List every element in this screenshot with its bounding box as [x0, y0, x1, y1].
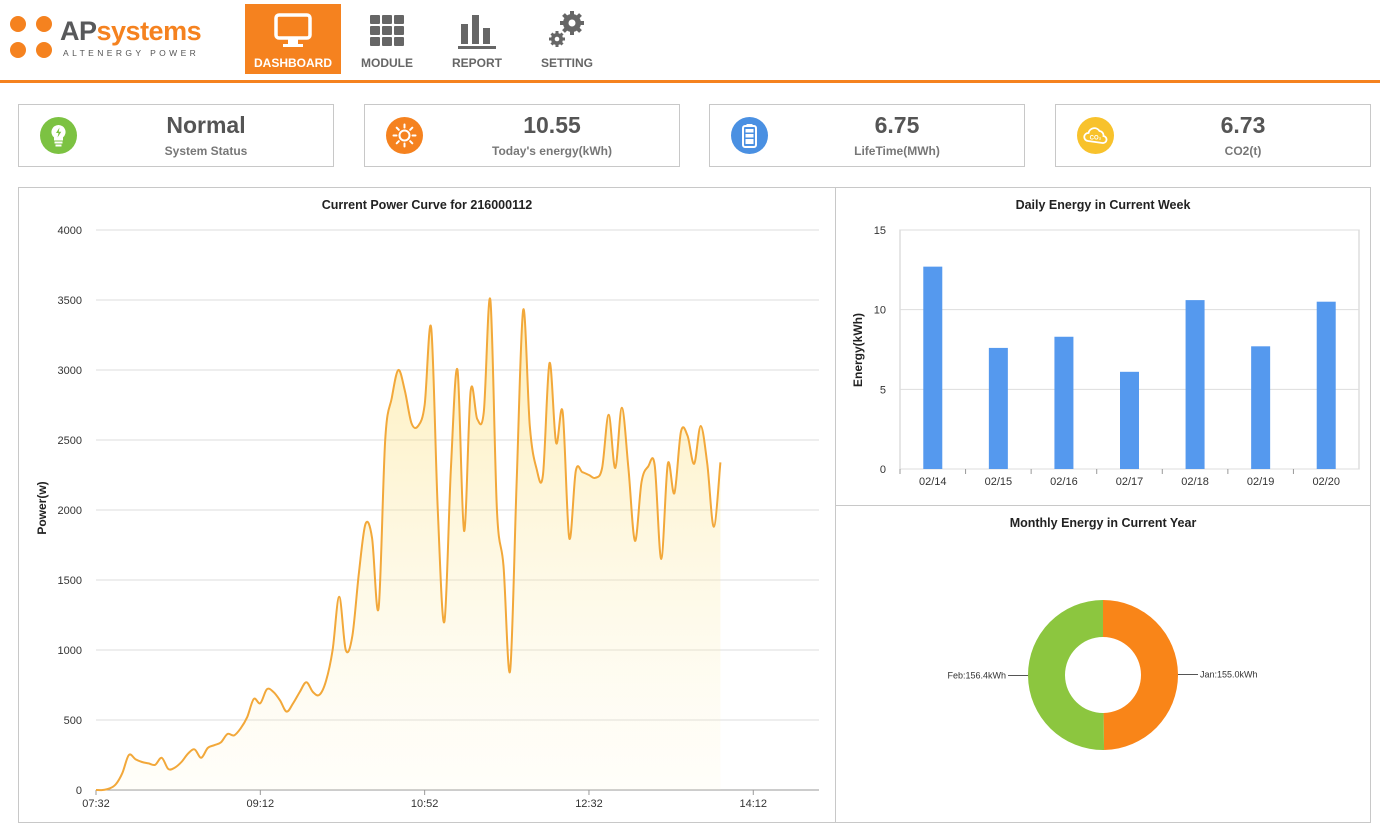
- x-tick-label: 09:12: [247, 798, 275, 810]
- lightbulb-icon: [40, 117, 77, 154]
- energy-bar[interactable]: [923, 266, 943, 469]
- power-series-line: [95, 297, 722, 792]
- nav-report[interactable]: REPORT: [429, 4, 525, 74]
- y-tick-label: 1000: [58, 645, 82, 657]
- monthly-energy-chart[interactable]: Jan:155.0kWh Feb:156.4kWh: [836, 506, 1370, 822]
- x-tick-label: 02/18: [1181, 476, 1209, 488]
- nav-dashboard[interactable]: DASHBOARD: [245, 4, 341, 74]
- nav-module[interactable]: MODULE: [339, 4, 435, 74]
- power-area: [96, 298, 721, 791]
- x-tick-label: 02/17: [1116, 476, 1144, 488]
- lifetime-energy-card: 6.75 LifeTime(MWh): [709, 104, 1025, 167]
- x-tick-label: 10:52: [411, 798, 439, 810]
- x-tick-label: 14:12: [740, 798, 768, 810]
- power-curve-chart[interactable]: 0 500 1000 1500 2000 2500 3000 3500 4000 07:32 09:…: [19, 188, 835, 822]
- y-tick-label: 4000: [58, 225, 82, 237]
- system-status-card: Normal System Status: [18, 104, 334, 167]
- x-tick-label: 02/15: [985, 476, 1013, 488]
- stat-value: 10.55: [523, 112, 581, 138]
- y-tick-label: 3000: [58, 365, 82, 377]
- co2-card: CO₂ 6.73 CO2(t): [1055, 104, 1371, 167]
- daily-energy-panel: Daily Energy in Current Week 0 5 10 15 02/14…: [835, 187, 1371, 507]
- sun-icon: [386, 117, 423, 154]
- x-tick-label: 02/14: [919, 476, 947, 488]
- nav-setting[interactable]: SETTING: [519, 4, 615, 74]
- daily-energy-title: Daily Energy in Current Week: [1015, 198, 1191, 212]
- nav-label: MODULE: [361, 56, 413, 70]
- slice-label: Feb:156.4kWh: [947, 671, 1006, 681]
- bar-chart-icon: [458, 15, 496, 49]
- daily-energy-chart[interactable]: 0 5 10 15 02/14 02/15 02/16 02/17 02/18 02/19 02/2…: [836, 188, 1370, 506]
- monthly-energy-panel: Monthly Energy in Current Year Jan:155.0…: [835, 505, 1371, 823]
- stat-value: 6.73: [1220, 112, 1266, 138]
- co2-cloud-icon: CO₂: [1077, 117, 1114, 154]
- power-curve-title: Current Power Curve for 216000112: [321, 198, 533, 212]
- energy-bar[interactable]: [1054, 336, 1074, 469]
- nav-label: REPORT: [451, 56, 502, 70]
- x-tick-label: 02/19: [1247, 476, 1275, 488]
- x-tick-label: 02/16: [1050, 476, 1078, 488]
- gears-icon: [549, 11, 584, 47]
- y-tick-label: 2000: [58, 505, 82, 517]
- nav-label: SETTING: [540, 56, 593, 70]
- y-tick-label: 10: [874, 305, 886, 317]
- donut-slice[interactable]: [1028, 600, 1105, 750]
- monitor-icon: [274, 13, 312, 47]
- y-tick-label: 2500: [58, 435, 82, 447]
- energy-bar[interactable]: [1316, 301, 1336, 469]
- y-tick-label: 0: [880, 464, 886, 476]
- todays-energy-card: 10.55 Today's energy(kWh): [364, 104, 680, 167]
- donut-slice[interactable]: [1103, 600, 1179, 750]
- y-tick-label: 3500: [58, 295, 82, 307]
- y-tick-label: 5: [880, 384, 886, 396]
- energy-bar[interactable]: [1120, 371, 1139, 469]
- battery-icon: [731, 117, 768, 154]
- y-tick-label: 1500: [58, 575, 82, 587]
- stat-label: Today's energy(kWh): [492, 144, 612, 158]
- energy-bar[interactable]: [988, 347, 1008, 469]
- energy-bar[interactable]: [1185, 300, 1205, 469]
- brand-name: APsystems: [60, 16, 202, 46]
- energy-bar[interactable]: [1251, 346, 1271, 469]
- power-y-axis-label: Power(w): [35, 481, 49, 534]
- svg-text:CO₂: CO₂: [1090, 136, 1102, 142]
- apsystems-logo[interactable]: APsystems ALTENERGY POWER: [6, 12, 206, 62]
- grid-icon: [370, 15, 404, 46]
- stat-label: CO2(t): [1224, 144, 1262, 158]
- stat-value: 6.75: [874, 112, 920, 138]
- y-tick-label: 15: [874, 225, 886, 237]
- monthly-energy-title: Monthly Energy in Current Year: [1009, 516, 1197, 530]
- stat-label: LifeTime(MWh): [854, 144, 940, 158]
- y-tick-label: 0: [76, 785, 82, 797]
- x-tick-label: 12:32: [575, 798, 603, 810]
- top-header: APsystems ALTENERGY POWER DASHBOARD MODU…: [0, 0, 1380, 80]
- x-tick-label: 02/20: [1312, 476, 1340, 488]
- nav-label: DASHBOARD: [254, 56, 332, 70]
- slice-label: Jan:155.0kWh: [1200, 669, 1258, 679]
- logo-mark-icon: [10, 16, 52, 58]
- energy-y-axis-label: Energy(kWh): [851, 313, 865, 387]
- x-tick-label: 07:32: [82, 798, 110, 810]
- brand-tagline: ALTENERGY POWER: [63, 48, 200, 58]
- power-curve-panel: Current Power Curve for 216000112 0 500 10…: [18, 187, 836, 823]
- stat-value: Normal: [166, 112, 246, 138]
- y-tick-label: 500: [64, 715, 82, 727]
- header-divider: [0, 80, 1380, 83]
- stat-label: System Status: [164, 144, 248, 158]
